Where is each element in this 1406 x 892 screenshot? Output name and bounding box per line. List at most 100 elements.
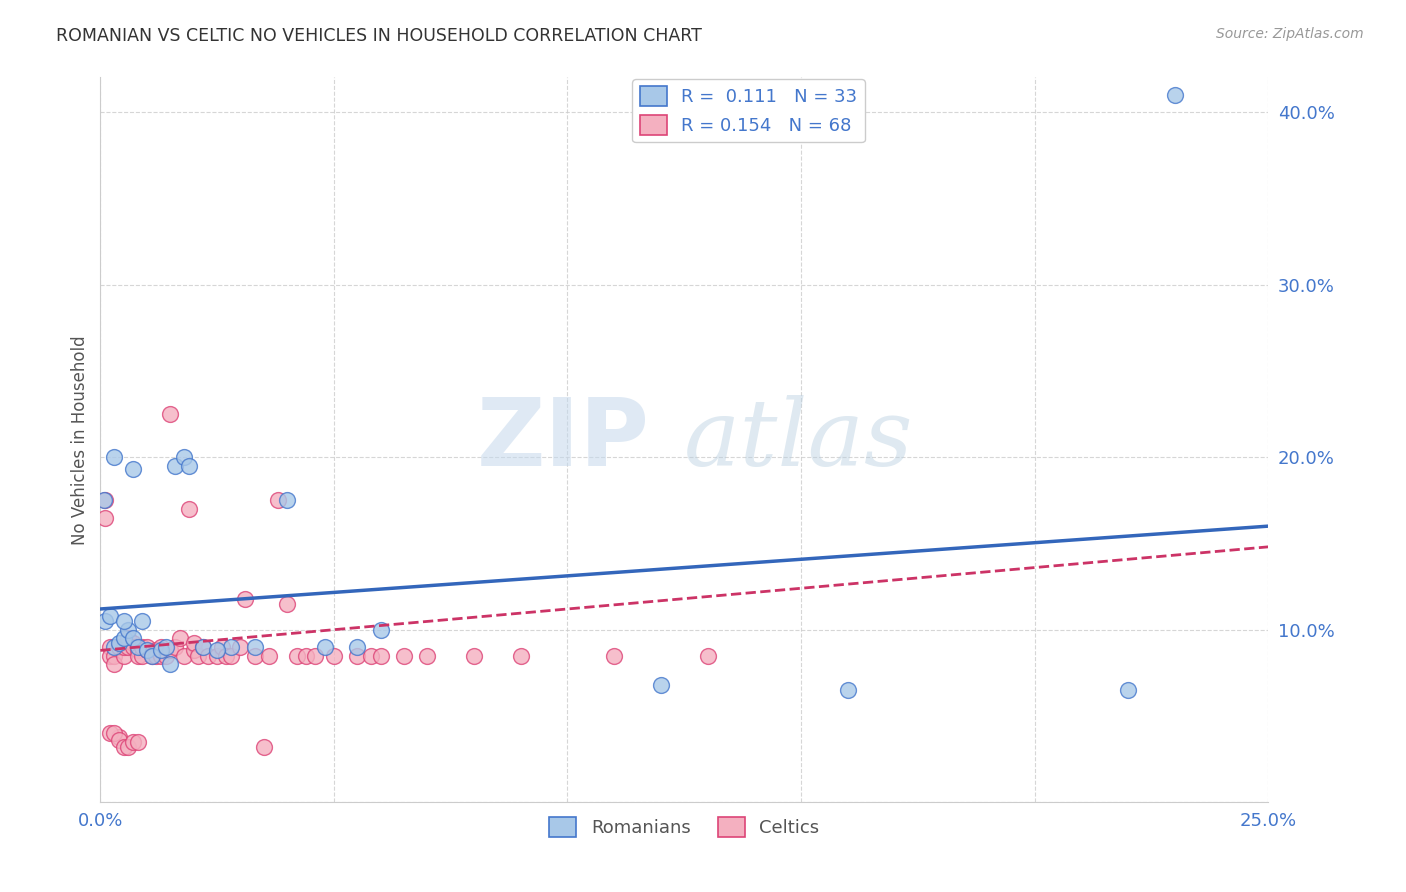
Point xyxy=(145,643,167,657)
Point xyxy=(122,735,145,749)
Point xyxy=(94,614,117,628)
Point xyxy=(108,640,131,654)
Point xyxy=(1116,683,1139,698)
Text: ZIP: ZIP xyxy=(477,394,650,486)
Point xyxy=(219,640,242,654)
Point xyxy=(173,648,195,663)
Point xyxy=(150,648,173,663)
Point xyxy=(416,648,439,663)
Point xyxy=(243,640,266,654)
Point xyxy=(304,648,326,663)
Point xyxy=(103,648,125,663)
Text: atlas: atlas xyxy=(685,395,914,485)
Point xyxy=(267,493,290,508)
Point xyxy=(150,640,173,654)
Point xyxy=(463,648,485,663)
Point xyxy=(177,501,200,516)
Point xyxy=(322,648,344,663)
Point xyxy=(187,648,209,663)
Point xyxy=(98,648,121,663)
Point xyxy=(145,648,167,663)
Point xyxy=(117,640,139,654)
Point xyxy=(150,643,173,657)
Point xyxy=(93,493,115,508)
Point xyxy=(509,648,531,663)
Point xyxy=(177,458,200,473)
Point xyxy=(159,657,181,672)
Point xyxy=(103,657,125,672)
Point xyxy=(103,726,125,740)
Point xyxy=(131,640,153,654)
Point xyxy=(1164,87,1187,102)
Point xyxy=(98,726,121,740)
Point xyxy=(122,636,145,650)
Point xyxy=(103,450,125,464)
Text: ROMANIAN VS CELTIC NO VEHICLES IN HOUSEHOLD CORRELATION CHART: ROMANIAN VS CELTIC NO VEHICLES IN HOUSEH… xyxy=(56,27,702,45)
Point xyxy=(233,591,256,606)
Point xyxy=(243,648,266,663)
Point xyxy=(360,648,382,663)
Point xyxy=(165,640,187,654)
Point xyxy=(94,493,117,508)
Point xyxy=(98,640,121,654)
Point xyxy=(205,648,228,663)
Point xyxy=(159,643,181,657)
Point xyxy=(215,648,238,663)
Point xyxy=(141,648,163,663)
Point xyxy=(136,643,159,657)
Point xyxy=(127,643,149,657)
Point xyxy=(183,643,205,657)
Point xyxy=(603,648,626,663)
Point xyxy=(127,735,149,749)
Point xyxy=(346,648,368,663)
Point xyxy=(112,648,135,663)
Point xyxy=(205,643,228,657)
Point xyxy=(98,608,121,623)
Point xyxy=(257,648,280,663)
Point xyxy=(127,640,149,654)
Point xyxy=(211,640,233,654)
Point xyxy=(108,733,131,747)
Point xyxy=(122,640,145,654)
Point xyxy=(165,458,187,473)
Point xyxy=(117,623,139,637)
Point xyxy=(108,636,131,650)
Point xyxy=(117,632,139,646)
Legend: Romanians, Celtics: Romanians, Celtics xyxy=(543,810,827,844)
Point xyxy=(314,640,336,654)
Point xyxy=(155,648,177,663)
Point xyxy=(169,632,191,646)
Point xyxy=(117,739,139,754)
Point xyxy=(285,648,308,663)
Point xyxy=(112,632,135,646)
Point xyxy=(94,510,117,524)
Point xyxy=(650,678,672,692)
Point xyxy=(276,597,298,611)
Point xyxy=(696,648,718,663)
Point xyxy=(155,640,177,654)
Point xyxy=(837,683,859,698)
Point xyxy=(346,640,368,654)
Point xyxy=(276,493,298,508)
Point xyxy=(191,640,214,654)
Point xyxy=(108,730,131,744)
Point xyxy=(131,648,153,663)
Point xyxy=(295,648,318,663)
Point xyxy=(253,739,276,754)
Point xyxy=(370,623,392,637)
Point xyxy=(136,640,159,654)
Y-axis label: No Vehicles in Household: No Vehicles in Household xyxy=(72,335,89,545)
Point xyxy=(131,614,153,628)
Point xyxy=(183,636,205,650)
Point xyxy=(112,640,135,654)
Point xyxy=(197,648,219,663)
Point xyxy=(370,648,392,663)
Point xyxy=(122,632,145,646)
Point xyxy=(141,648,163,663)
Point xyxy=(159,407,181,421)
Point xyxy=(392,648,415,663)
Text: Source: ZipAtlas.com: Source: ZipAtlas.com xyxy=(1216,27,1364,41)
Point xyxy=(173,450,195,464)
Point xyxy=(127,648,149,663)
Point xyxy=(219,648,242,663)
